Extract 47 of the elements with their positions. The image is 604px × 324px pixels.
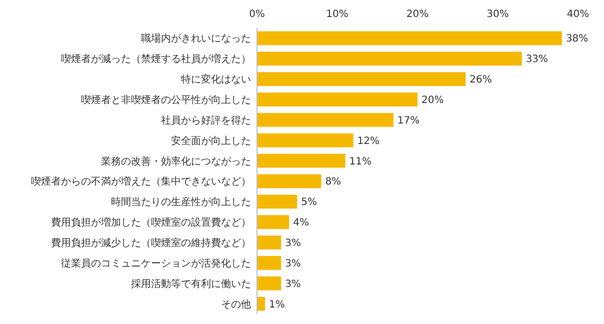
- bar: [257, 174, 322, 188]
- bar: [257, 154, 346, 168]
- data-label: 4%: [293, 218, 309, 229]
- bar: [257, 194, 298, 209]
- y-tick-label: 社員から好評を得た: [161, 114, 251, 126]
- data-label: 38%: [566, 34, 588, 45]
- data-label: 5%: [301, 197, 317, 208]
- x-tick-label: 30%: [486, 9, 509, 20]
- y-tick-label: 安全面が向上した: [171, 134, 251, 147]
- data-label: 11%: [349, 156, 372, 168]
- y-tick-label: 採用活動等で有利に働いた: [131, 278, 251, 290]
- x-tick-label: 10%: [326, 9, 348, 20]
- bar: [257, 52, 522, 66]
- y-tick-label: 従業員のコミュニケーションが活発化した: [61, 257, 251, 270]
- bar: [257, 276, 282, 290]
- bar: [257, 31, 562, 46]
- bar: [257, 256, 282, 270]
- bar: [257, 112, 394, 127]
- y-tick-label: 時間当たりの生産性が向上した: [111, 196, 251, 208]
- bar: [257, 215, 290, 230]
- data-label: 20%: [422, 95, 444, 106]
- y-tick-label: その他: [221, 298, 251, 310]
- data-label: 17%: [397, 115, 420, 126]
- y-tick-label: 喫煙者が減った（禁煙する社員が増えた）: [61, 53, 251, 66]
- y-tick-label: 費用負担が減少した（喫煙室の維持費など）: [51, 237, 251, 249]
- bar: [257, 133, 354, 148]
- y-tick-label: 業務の改善・効率化につながった: [101, 155, 251, 168]
- bar: [257, 236, 282, 250]
- bar: [257, 92, 418, 106]
- data-label: 12%: [357, 136, 380, 147]
- data-label: 3%: [285, 278, 301, 290]
- data-label: 1%: [269, 299, 285, 310]
- y-tick-label: 喫煙者と非喫煙者の公平性が向上した: [81, 94, 251, 106]
- data-label: 26%: [470, 74, 492, 86]
- data-label: 33%: [526, 54, 548, 66]
- bar: [257, 72, 466, 86]
- x-tick-label: 20%: [406, 9, 429, 20]
- y-tick-label: 費用負担が増加した（喫煙室の設置費など）: [51, 216, 251, 229]
- bar: [257, 296, 266, 311]
- data-label: 3%: [285, 258, 301, 270]
- y-tick-label: 喫煙者からの不満が増えた（集中できないなど）: [31, 176, 251, 188]
- y-tick-label: 特に変化はない: [181, 74, 251, 86]
- data-label: 8%: [325, 176, 342, 188]
- x-tick-label: 40%: [566, 9, 590, 20]
- data-label: 3%: [285, 238, 301, 249]
- y-tick-label: 職場内がきれいになった: [141, 32, 251, 45]
- x-tick-label: 0%: [249, 9, 265, 20]
